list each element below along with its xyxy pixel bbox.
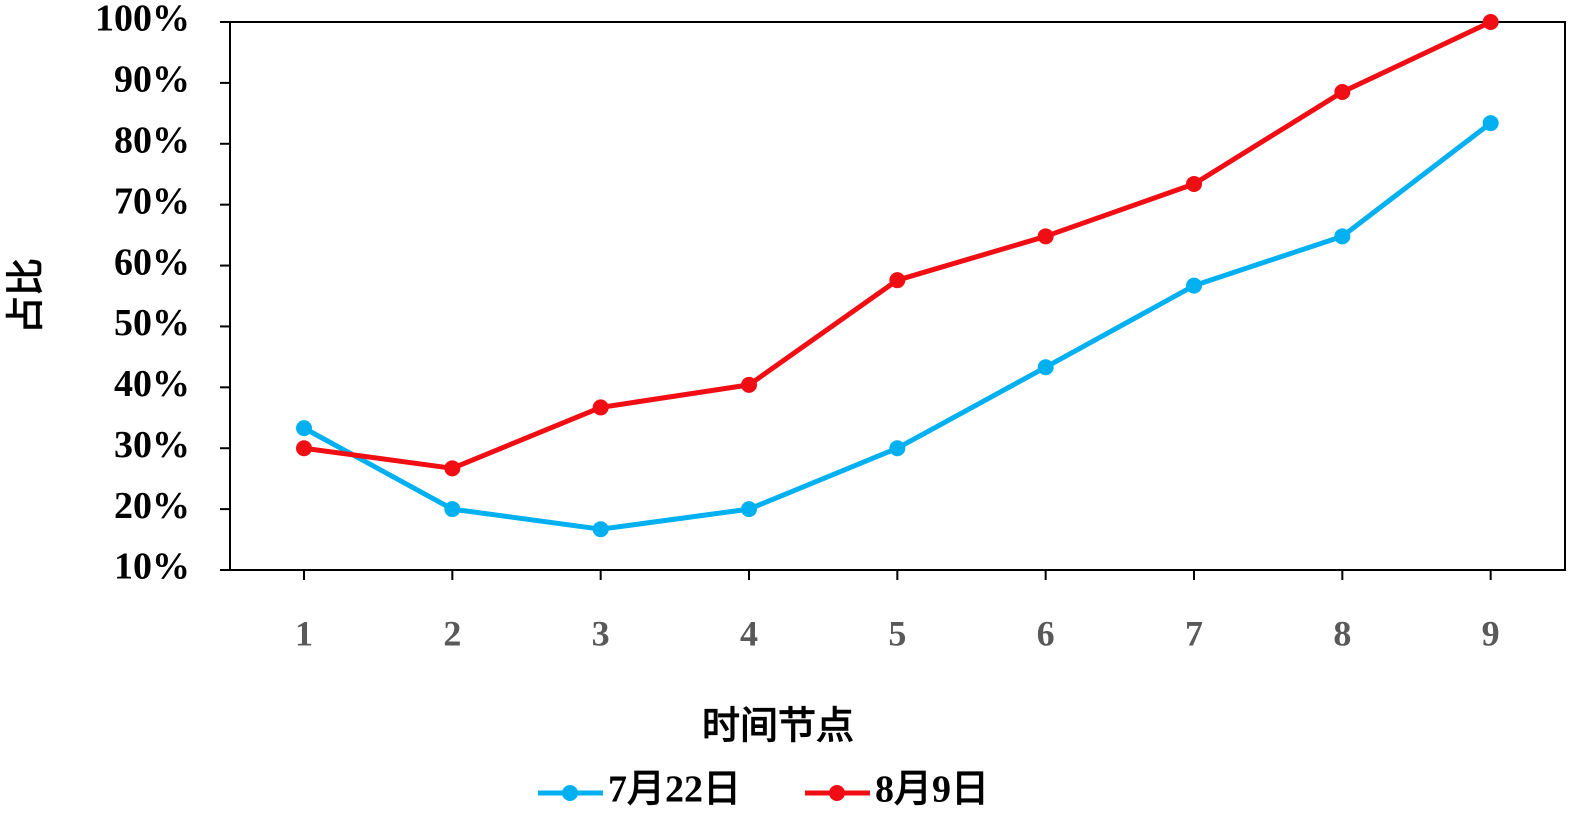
data-point <box>296 440 312 457</box>
legend-label: 7月22日 <box>608 769 741 811</box>
x-tick-label: 9 <box>1482 613 1500 653</box>
data-point <box>741 376 757 393</box>
plot-frame <box>229 21 1566 571</box>
y-tick-label: 100% <box>95 0 190 40</box>
x-tick-label: 8 <box>1333 613 1351 653</box>
y-tick-label: 30% <box>114 424 190 466</box>
legend-marker <box>829 785 845 801</box>
y-tick-label: 40% <box>114 363 190 405</box>
data-point <box>1482 115 1499 132</box>
x-tick-label: 3 <box>592 613 610 653</box>
data-point <box>444 460 461 477</box>
data-point <box>741 501 757 518</box>
x-tick-label: 2 <box>443 613 461 653</box>
data-point <box>1037 228 1054 245</box>
data-point <box>1037 359 1054 376</box>
legend-label: 8月9日 <box>875 769 989 811</box>
y-tick-label: 60% <box>114 241 190 283</box>
data-point <box>1186 277 1202 294</box>
data-point <box>592 521 609 538</box>
series-line <box>302 121 1493 532</box>
x-tick-label: 7 <box>1185 613 1203 653</box>
x-tick-label: 4 <box>740 613 758 653</box>
x-tick-label: 1 <box>295 613 313 653</box>
y-tick-label: 10% <box>114 546 190 588</box>
x-tick-label: 5 <box>888 613 906 653</box>
x-axis-label: 时间节点 <box>702 706 854 748</box>
data-point <box>889 440 906 457</box>
y-tick-label: 50% <box>114 302 190 344</box>
y-tick-label: 80% <box>114 119 190 161</box>
data-point <box>1186 175 1202 192</box>
data-point <box>592 399 609 416</box>
y-tick-label: 20% <box>114 485 190 527</box>
legend-marker <box>562 785 578 801</box>
x-tick-label: 6 <box>1037 613 1055 653</box>
data-point <box>1334 228 1351 245</box>
data-point <box>889 272 906 289</box>
data-point <box>1482 14 1499 30</box>
data-point <box>1334 84 1351 101</box>
y-tick-label: 90% <box>114 59 190 101</box>
y-axis-label: 占比 <box>6 258 48 334</box>
data-point <box>296 420 312 437</box>
data-point <box>444 501 461 518</box>
y-tick-label: 70% <box>114 180 190 222</box>
